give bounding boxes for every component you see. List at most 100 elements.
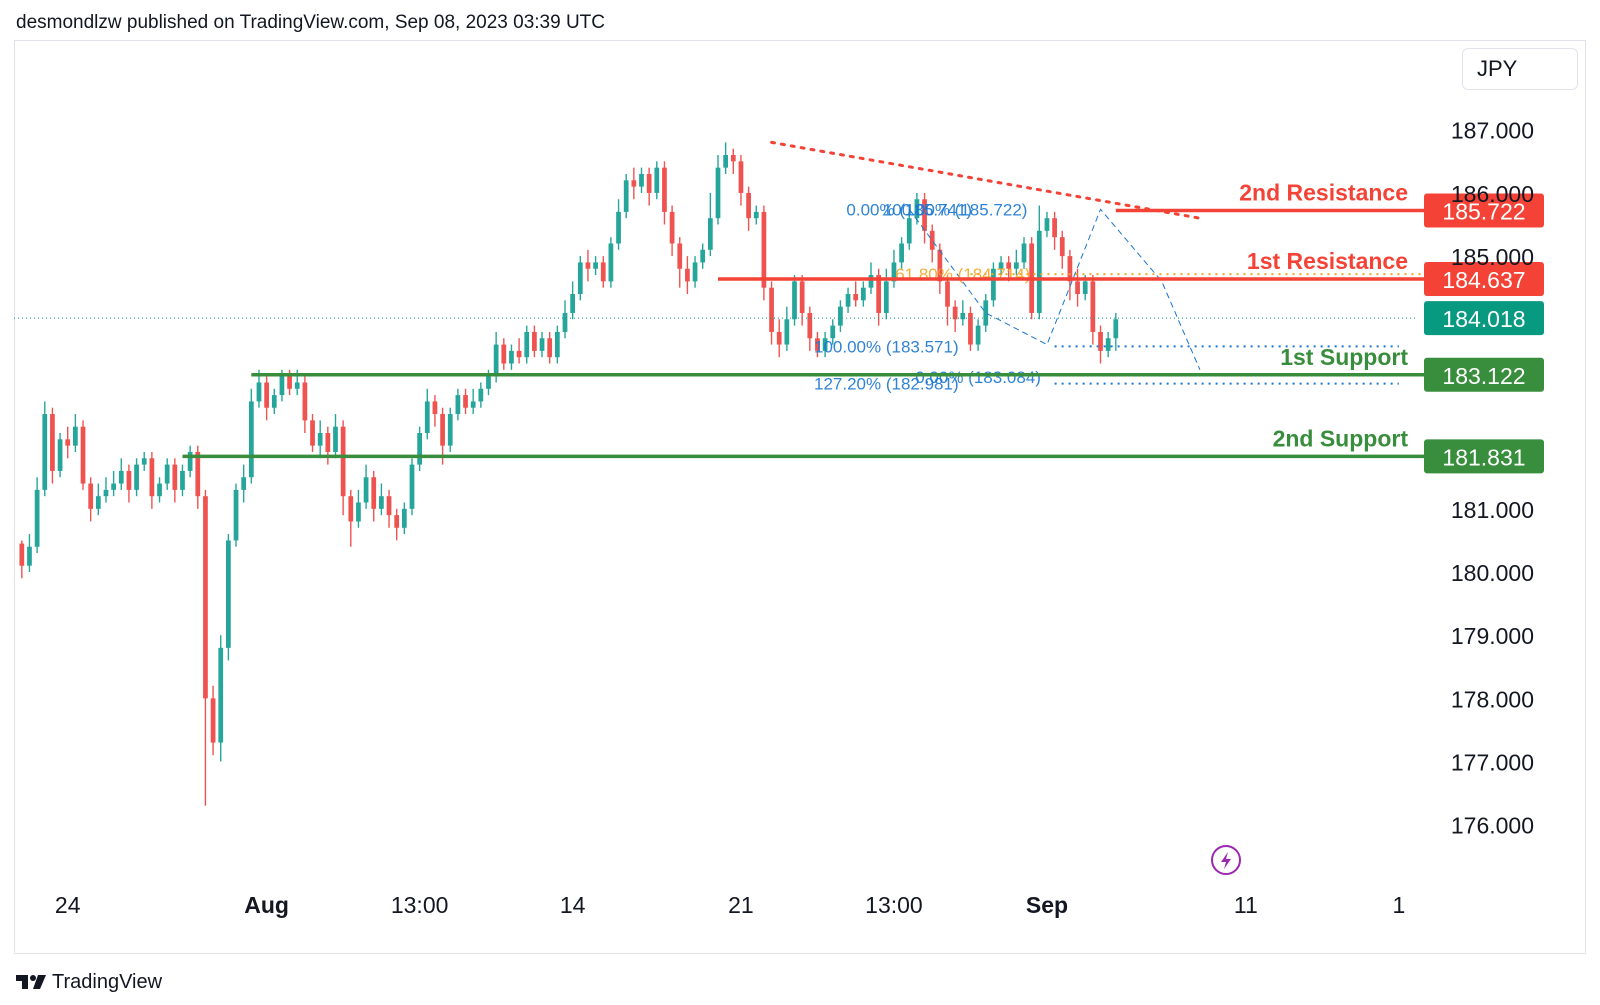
- candle-body: [860, 287, 866, 301]
- candle-body: [118, 470, 124, 484]
- candle-body: [340, 426, 346, 497]
- candle-body: [310, 420, 315, 446]
- candle-body: [1098, 331, 1103, 351]
- candle-body: [141, 458, 147, 465]
- candle-body: [210, 698, 216, 743]
- candle-body: [180, 470, 185, 490]
- candle-body: [424, 401, 430, 434]
- candle-body: [868, 275, 874, 288]
- candle-body: [371, 477, 377, 509]
- candle-body: [80, 426, 86, 484]
- candle-body: [707, 218, 713, 250]
- candle-body: [646, 173, 652, 193]
- candle-body: [325, 433, 331, 452]
- candle-body: [654, 167, 660, 193]
- candle-body: [845, 294, 851, 307]
- candle-body: [287, 376, 292, 389]
- candle-body: [470, 401, 476, 408]
- candle-body: [1113, 319, 1119, 339]
- candle-body: [157, 483, 162, 497]
- publish-header: desmondlzw published on TradingView.com,…: [16, 12, 606, 33]
- overlays: 0.00% (185.741)100.00% (185.722) 61.80% (…: [14, 140, 1428, 459]
- lightning-icon: [1211, 845, 1241, 875]
- candle-body: [317, 433, 323, 446]
- candle-body: [669, 211, 675, 244]
- footer-brand[interactable]: TradingView: [52, 970, 163, 993]
- candle-body: [822, 338, 828, 351]
- candle-body: [88, 483, 94, 509]
- candle-body: [509, 350, 514, 364]
- candle-body: [960, 312, 966, 320]
- candle-body: [853, 294, 859, 301]
- candle-body: [1013, 262, 1019, 269]
- candle-body: [876, 275, 882, 313]
- candle-body: [1044, 218, 1050, 231]
- candle-body: [440, 414, 445, 446]
- candle-body: [929, 230, 935, 250]
- candle-body: [256, 382, 262, 402]
- candle-body: [187, 451, 193, 471]
- candle-body: [968, 312, 973, 345]
- resistance-trendline: [770, 140, 1202, 220]
- candle-body: [983, 300, 989, 326]
- candle-body: [95, 496, 101, 509]
- candle-body: [784, 319, 790, 345]
- x-tick-label: Sep: [1026, 892, 1068, 918]
- candles: [19, 142, 1119, 806]
- candle-body: [233, 489, 239, 541]
- currency-button[interactable]: JPY: [1462, 48, 1578, 90]
- fib-zigzag: [908, 208, 1201, 371]
- candle-body: [248, 401, 254, 478]
- candle-body: [447, 414, 453, 446]
- candle-body: [1059, 237, 1065, 257]
- candle-body: [65, 439, 71, 446]
- axes: 185.722 184.637 183.122 181.831 187.000 186.0…: [55, 118, 1544, 918]
- x-tick-label: 21: [728, 892, 754, 918]
- y-tick-label: 180.000: [1451, 560, 1534, 586]
- candle-body: [57, 439, 63, 471]
- level-label: 2nd Support: [1273, 425, 1409, 451]
- candle-body: [746, 192, 751, 219]
- candle-body: [27, 546, 32, 566]
- price-tag: [1424, 193, 1544, 228]
- price-tag-label: 181.831: [1442, 444, 1525, 470]
- lightning-icon-bolt: [1221, 852, 1231, 869]
- candle-body: [394, 515, 400, 528]
- candle-body: [937, 249, 943, 282]
- x-tick-label: 11: [1234, 892, 1258, 918]
- candle-body: [547, 338, 553, 358]
- candle-body: [562, 312, 568, 332]
- candle-body: [111, 483, 116, 490]
- candle-body: [516, 350, 522, 358]
- candle-body: [1105, 338, 1111, 351]
- candle-body: [417, 433, 423, 465]
- candle-body: [830, 325, 836, 339]
- candle-body: [478, 388, 484, 402]
- fib-label: 127.20% (182.981): [814, 375, 959, 394]
- x-tick-label: 13:00: [865, 892, 923, 918]
- candle-body: [776, 331, 782, 345]
- candle-body: [554, 331, 560, 358]
- chart-frame: [14, 40, 1586, 954]
- candle-body: [386, 496, 392, 516]
- y-tick-label: 181.000: [1451, 497, 1534, 523]
- candle-body: [753, 211, 759, 219]
- candle-body: [723, 155, 729, 168]
- candle-body: [769, 287, 774, 332]
- candle-body: [401, 508, 407, 528]
- candle-body: [899, 243, 904, 263]
- tradingview-logo-icon[interactable]: [16, 973, 46, 991]
- candle-body: [532, 331, 537, 351]
- candle-body: [700, 249, 706, 263]
- candle-body: [922, 199, 927, 231]
- candle-body: [463, 395, 468, 408]
- candle-body: [379, 496, 384, 509]
- candle-body: [838, 306, 843, 326]
- candle-body: [501, 344, 507, 364]
- price-tag: [1424, 357, 1544, 392]
- candle-body: [271, 395, 277, 408]
- candle-body: [792, 281, 797, 320]
- candle-body: [19, 543, 25, 566]
- candle-body: [1075, 281, 1080, 295]
